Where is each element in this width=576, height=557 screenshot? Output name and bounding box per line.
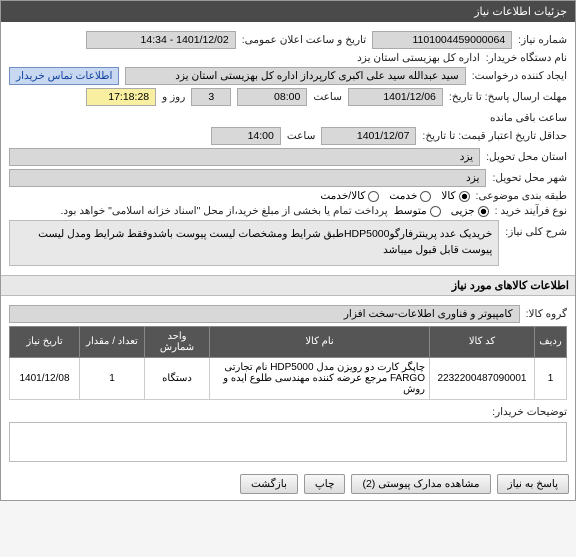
radio-goods-service[interactable]: کالا/خدمت (320, 190, 379, 202)
print-button[interactable]: چاپ (304, 474, 346, 494)
col-unit: واحد شمارش (145, 326, 210, 357)
desc-text: خریدیک عدد پرینترفارگوHDP5000طبق شرایط و… (9, 220, 499, 266)
cell-qty: 1 (80, 357, 145, 399)
days-lbl: روز و (162, 91, 185, 103)
button-bar: پاسخ به نیاز مشاهده مدارک پیوستی (2) چاپ… (1, 468, 575, 500)
reply-button[interactable]: پاسخ به نیاز (497, 474, 569, 494)
category-radio-group: کالا خدمت کالا/خدمت (320, 190, 469, 202)
col-idx: ردیف (535, 326, 567, 357)
col-name: نام کالا (210, 326, 430, 357)
col-code: کد کالا (430, 326, 535, 357)
ann-dt-field: 1401/12/02 - 14:34 (86, 31, 236, 49)
lbl-time1: ساعت (313, 91, 342, 103)
price-date-label: حداقل تاریخ اعتبار قیمت: تا تاریخ: (422, 130, 567, 142)
desc-label: شرح کلی نیاز: (505, 220, 567, 238)
countdown: 17:18:28 (86, 88, 156, 106)
cell-name: چاپگر کارت دو رویزن مدل HDP5000 نام تجار… (210, 357, 430, 399)
creator-label: ایجاد کننده درخواست: (472, 70, 567, 82)
cell-needdt: 1401/12/08 (10, 357, 80, 399)
proc-label: نوع فرآیند خرید : (495, 205, 567, 217)
radio-goods[interactable]: کالا (441, 190, 469, 202)
cell-code: 2232200487090001 (430, 357, 535, 399)
city-label: شهر محل تحویل: (492, 172, 567, 184)
attachments-button[interactable]: مشاهده مدارک پیوستی (2) (351, 474, 490, 494)
exec-field: یزد (9, 148, 480, 166)
resend-date: 1401/12/06 (348, 88, 443, 106)
group-label: گروه کالا: (526, 308, 567, 320)
count-lbl: ساعت باقی مانده (490, 112, 567, 124)
cell-unit: دستگاه (145, 357, 210, 399)
notes-label: توضیحات خریدار: (492, 406, 567, 418)
back-button[interactable]: بازگشت (240, 474, 298, 494)
creator-field: سید عبدالله سید علی اکبری کارپرداز اداره… (125, 67, 465, 85)
items-header: اطلاعات کالاهای مورد نیاز (1, 275, 575, 296)
lbl-time2: ساعت (287, 130, 316, 142)
buyer-notes (9, 422, 567, 462)
days-left: 3 (191, 88, 231, 106)
req-no-field: 1101004459000064 (372, 31, 512, 49)
radio-partial[interactable]: جزیی (451, 205, 489, 217)
price-time: 14:00 (211, 127, 281, 145)
group-field: کامپیوتر و فناوری اطلاعات-سخت افزار (9, 305, 520, 323)
req-no-label: شماره نیاز: (518, 34, 567, 46)
buyer-org-val: اداره کل بهزیستی استان یزد (357, 52, 480, 64)
resend-time: 08:00 (237, 88, 307, 106)
city-field: یزد (9, 169, 486, 187)
cat-label: طبقه بندی موضوعی: (476, 190, 567, 202)
resend-label: مهلت ارسال پاسخ: تا تاریخ: (449, 91, 567, 103)
process-radio-group: جزیی متوسط (394, 205, 489, 217)
items-table: ردیف کد کالا نام کالا واحد شمارش تعداد /… (9, 326, 567, 400)
exec-label: استان محل تحویل: (486, 151, 567, 163)
buyer-org-label: نام دستگاه خریدار: (486, 52, 567, 64)
contact-buyer-button[interactable]: اطلاعات تماس خریدار (9, 67, 119, 85)
col-needdt: تاریخ نیاز (10, 326, 80, 357)
radio-service[interactable]: خدمت (389, 190, 431, 202)
table-row: 1 2232200487090001 چاپگر کارت دو رویزن م… (10, 357, 567, 399)
price-date: 1401/12/07 (321, 127, 416, 145)
ann-dt-label: تاریخ و ساعت اعلان عمومی: (242, 34, 366, 46)
radio-medium[interactable]: متوسط (394, 205, 441, 217)
cell-idx: 1 (535, 357, 567, 399)
pay-note: پرداخت تمام یا بخشی از مبلغ خرید،از محل … (61, 205, 388, 217)
col-qty: تعداد / مقدار (80, 326, 145, 357)
panel-title: جزئیات اطلاعات نیاز (1, 1, 575, 22)
